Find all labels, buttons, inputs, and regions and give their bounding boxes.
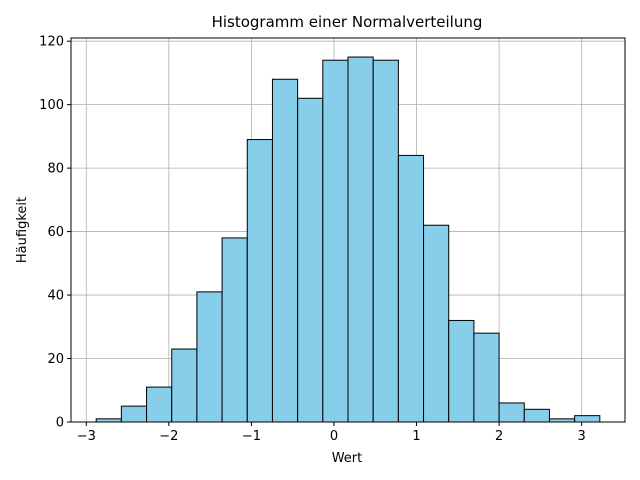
histogram-bar [322,59,349,423]
x-tick-label: −1 [242,429,261,444]
x-tick-label: 3 [578,429,586,444]
y-axis-label: Häufigkeit [15,197,30,263]
x-tick-label: −2 [159,429,178,444]
histogram-bar [574,415,601,423]
histogram-bar [297,97,324,423]
x-tick-label: 1 [412,429,420,444]
histogram-bar [523,408,550,423]
x-axis-ticks: −3 −2 −1 0 1 2 3 [77,422,586,444]
plot-frame [70,37,626,423]
y-tick-label: 20 [47,352,64,367]
histogram-bar [372,59,399,423]
y-tick-label: 0 [56,416,64,431]
histogram-bar [498,402,525,423]
x-tick-label: 2 [495,429,503,444]
histogram-bar [221,237,248,423]
histogram-bar [448,319,475,423]
x-tick-label: 0 [330,429,338,444]
y-tick-label: 60 [47,225,64,240]
histogram-bar [347,56,374,423]
bars [95,56,601,423]
histogram-bar [146,386,173,423]
chart-title: Histogramm einer Normalverteilung [212,13,483,31]
y-axis-ticks: 0 20 40 60 80 100 120 [39,35,71,431]
y-tick-label: 100 [39,98,64,113]
y-tick-label: 40 [47,289,64,304]
histogram-bar [171,348,198,423]
y-tick-label: 80 [47,162,64,177]
histogram-bar [196,291,223,423]
histogram-bar [423,224,450,423]
histogram-bar [246,139,273,423]
x-tick-label: −3 [77,429,96,444]
x-axis-label: Wert [332,451,363,466]
histogram-bar [473,332,500,423]
y-tick-label: 120 [39,35,64,50]
histogram-bar [271,78,299,423]
histogram-bar [397,154,425,423]
histogram-bar [120,405,148,423]
